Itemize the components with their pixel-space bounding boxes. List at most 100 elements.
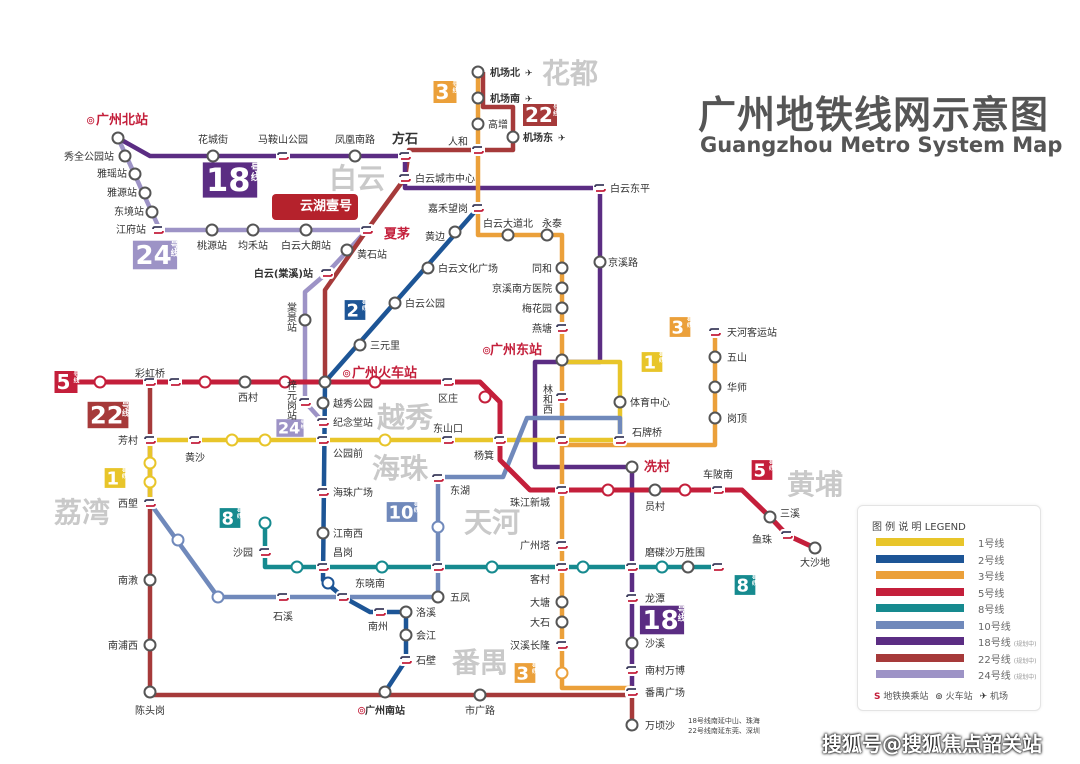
station-hanxi[interactable] — [555, 639, 569, 651]
station-nancun[interactable] — [625, 664, 639, 676]
station-tonghe[interactable] — [555, 261, 569, 275]
station-tangxi[interactable] — [320, 267, 334, 279]
station-renhe[interactable] — [471, 144, 485, 156]
station-longtan[interactable] — [625, 592, 639, 604]
station-marker[interactable] — [378, 433, 392, 447]
station-yangji[interactable] — [493, 434, 507, 446]
station-gongyuanqian[interactable] — [316, 434, 330, 446]
transfer-marker[interactable] — [431, 561, 445, 573]
station-quzhuang[interactable] — [441, 376, 455, 388]
station-marker[interactable] — [198, 375, 212, 389]
station-sanxi[interactable] — [763, 510, 777, 524]
station-xicun[interactable] — [238, 375, 252, 389]
station-marker[interactable] — [655, 560, 669, 574]
station-xiancun[interactable] — [625, 460, 639, 474]
station-jingxilu[interactable] — [593, 255, 607, 269]
station-shixi[interactable] — [276, 591, 290, 603]
station-yayao[interactable] — [128, 167, 142, 181]
station-huacheng[interactable] — [206, 149, 220, 163]
station-marker[interactable] — [485, 560, 499, 574]
station-gzbz[interactable] — [111, 131, 125, 145]
station-marker[interactable] — [93, 375, 107, 389]
station-marker[interactable] — [278, 375, 292, 389]
station-marker[interactable] — [576, 560, 590, 574]
station-sanyuanli[interactable] — [353, 338, 367, 352]
station-huashi[interactable] — [708, 380, 722, 394]
station-huijiang[interactable] — [399, 628, 413, 642]
station-dongjing[interactable] — [145, 205, 159, 219]
station-gangding[interactable] — [708, 411, 722, 425]
station-gznz[interactable] — [378, 685, 392, 699]
station-xilang[interactable] — [143, 497, 157, 509]
station-shibi[interactable] — [399, 654, 413, 666]
station-tiyuzhongxin[interactable] — [613, 395, 627, 409]
station-haizhuguangchang[interactable] — [316, 486, 330, 498]
station-huangsha[interactable] — [188, 434, 202, 446]
station-jiniantang[interactable] — [316, 416, 330, 428]
station-shiguanglu[interactable] — [473, 688, 487, 702]
station-dongshankou[interactable] — [441, 434, 455, 446]
station-huangbian[interactable] — [448, 225, 462, 239]
station-zhujiang[interactable] — [555, 484, 569, 496]
station-marker[interactable] — [225, 433, 239, 447]
station-chebeinan[interactable] — [711, 484, 725, 496]
station-yongtai[interactable] — [540, 228, 554, 242]
station-gzhcz[interactable] — [318, 375, 332, 389]
station-nanjiao[interactable] — [143, 573, 157, 587]
station-marker[interactable] — [431, 520, 445, 534]
station-fangcun[interactable] — [143, 434, 157, 446]
station-marker[interactable] — [375, 560, 389, 574]
station-wushan[interactable] — [708, 350, 722, 364]
station-bycszx[interactable] — [398, 172, 412, 184]
station-yuancun[interactable] — [648, 483, 662, 497]
station-ziyuangang[interactable] — [298, 396, 312, 408]
station-dashadi[interactable] — [808, 541, 822, 555]
station-marker[interactable] — [368, 375, 382, 389]
station-dashi[interactable] — [555, 615, 569, 629]
station-wanqingsha[interactable] — [625, 718, 639, 732]
station-marker[interactable] — [211, 590, 225, 604]
station-marker[interactable] — [555, 666, 569, 680]
transfer-marker[interactable] — [555, 434, 569, 446]
station-huangshi[interactable] — [340, 243, 354, 257]
station-marker[interactable] — [143, 475, 157, 489]
station-jcnan[interactable] — [471, 91, 485, 105]
station-dalang[interactable] — [299, 223, 313, 237]
station-marker[interactable] — [478, 390, 492, 404]
station-yuexiugongyuan[interactable] — [316, 396, 330, 410]
station-bydb[interactable] — [501, 228, 515, 242]
station-wufeng[interactable] — [431, 590, 445, 604]
station-linhexi[interactable] — [555, 391, 569, 403]
station-jcdong[interactable] — [506, 130, 520, 144]
station-kecun[interactable] — [555, 561, 569, 573]
station-yuzhu[interactable] — [780, 529, 794, 541]
station-marker[interactable] — [290, 560, 304, 574]
station-marker[interactable] — [143, 456, 157, 470]
station-jiangnanxi[interactable] — [316, 526, 330, 540]
station-modiesha[interactable] — [625, 561, 639, 573]
transfer-marker[interactable] — [711, 561, 725, 573]
station-shaxi[interactable] — [625, 636, 639, 650]
station-jiangfu[interactable] — [151, 224, 165, 236]
station-datang[interactable] — [555, 595, 569, 609]
station-marker[interactable] — [601, 483, 615, 497]
station-yayuan[interactable] — [138, 186, 152, 200]
station-junhe[interactable] — [246, 223, 260, 237]
station-tianhekeyun[interactable] — [708, 326, 722, 338]
station-nanzhou[interactable] — [373, 606, 387, 618]
station-marker[interactable] — [258, 516, 272, 530]
station-nanpuxi[interactable] — [143, 638, 157, 652]
station-jingxinanfang[interactable] — [555, 281, 569, 295]
station-fenghuang[interactable] — [348, 149, 362, 163]
station-marker[interactable] — [171, 533, 185, 547]
transfer-marker[interactable] — [168, 376, 182, 388]
station-xiuquan[interactable] — [118, 149, 132, 163]
station-bywhgc[interactable] — [421, 261, 435, 275]
station-xiamao[interactable] — [360, 224, 374, 236]
station-jcbei[interactable] — [471, 65, 485, 79]
station-caihongqiao[interactable] — [143, 376, 157, 388]
station-wanshengwei[interactable] — [681, 560, 695, 574]
station-chentougang[interactable] — [143, 685, 157, 699]
station-panyuguangchang[interactable] — [625, 686, 639, 698]
station-dongxiaonan[interactable] — [336, 591, 350, 603]
